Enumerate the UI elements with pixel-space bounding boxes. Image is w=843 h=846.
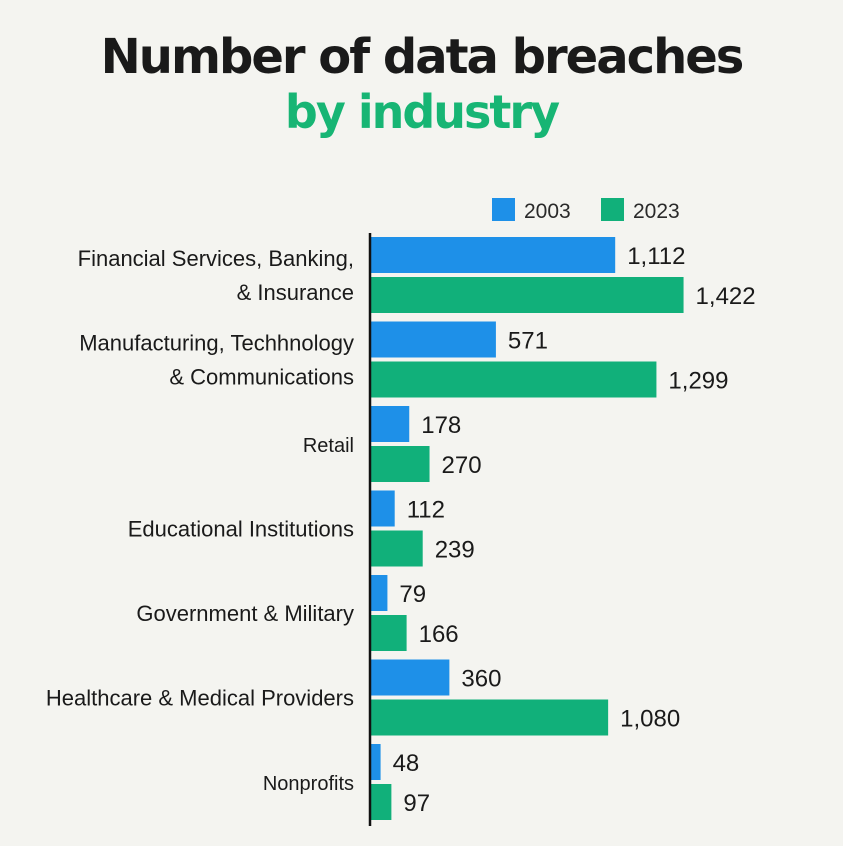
value-label-2003-4: 79	[399, 581, 426, 608]
category-label-6-0: Nonprofits	[263, 773, 354, 795]
legend: 2003 2023	[492, 198, 680, 223]
category-label-1-1: & Communications	[169, 365, 354, 390]
value-label-2023-5: 1,080	[620, 706, 680, 733]
value-label-2023-1: 1,299	[668, 368, 728, 395]
value-label-2003-0: 1,112	[627, 243, 685, 270]
value-label-2023-2: 270	[442, 452, 482, 479]
bar-2003-6	[370, 744, 381, 780]
value-label-2023-0: 1,422	[696, 283, 756, 310]
value-label-2003-3: 112	[407, 497, 445, 524]
bar-2003-4	[370, 575, 388, 611]
value-label-2023-6: 97	[403, 790, 430, 817]
bar-2003-3	[370, 490, 395, 527]
category-labels: Financial Services, Banking, & Insurance M…	[46, 246, 354, 795]
bar-2003-5	[370, 659, 450, 696]
value-label-2023-4: 166	[419, 621, 459, 648]
bar-2023-0	[370, 277, 684, 313]
value-label-2003-2: 178	[421, 412, 461, 439]
legend-swatch-2023	[601, 198, 624, 221]
bar-2003-1	[370, 321, 496, 358]
value-label-2023-3: 239	[435, 537, 475, 564]
category-label-4-0: Government & Military	[136, 601, 354, 626]
category-label-2-0: Retail	[303, 435, 354, 457]
bar-2023-6	[370, 784, 392, 820]
legend-label-2023: 2023	[633, 200, 680, 223]
legend-swatch-2003	[492, 198, 515, 221]
category-label-1-0: Manufacturing, Techhnology	[79, 331, 354, 356]
category-label-0-1: & Insurance	[237, 280, 354, 305]
category-label-5-0: Healthcare & Medical Providers	[46, 686, 354, 711]
bar-2023-3	[370, 530, 423, 567]
chart-subtitle: by industry	[284, 85, 560, 139]
bar-2023-5	[370, 699, 609, 736]
value-label-2003-1: 571	[508, 328, 548, 355]
bar-2023-4	[370, 615, 407, 651]
title-block: Number of data breaches by industry	[0, 28, 843, 138]
bar-2023-2	[370, 446, 430, 482]
value-label-2003-6: 48	[393, 750, 420, 777]
legend-label-2003: 2003	[524, 200, 571, 223]
category-label-0-0: Financial Services, Banking,	[78, 246, 354, 271]
category-label-3-0: Educational Institutions	[128, 517, 354, 542]
bar-2003-0	[370, 237, 616, 273]
value-label-2003-5: 360	[461, 666, 501, 693]
bar-2023-1	[370, 361, 657, 398]
chart-title: Number of data breaches	[100, 29, 745, 85]
bar-2003-2	[370, 406, 410, 442]
